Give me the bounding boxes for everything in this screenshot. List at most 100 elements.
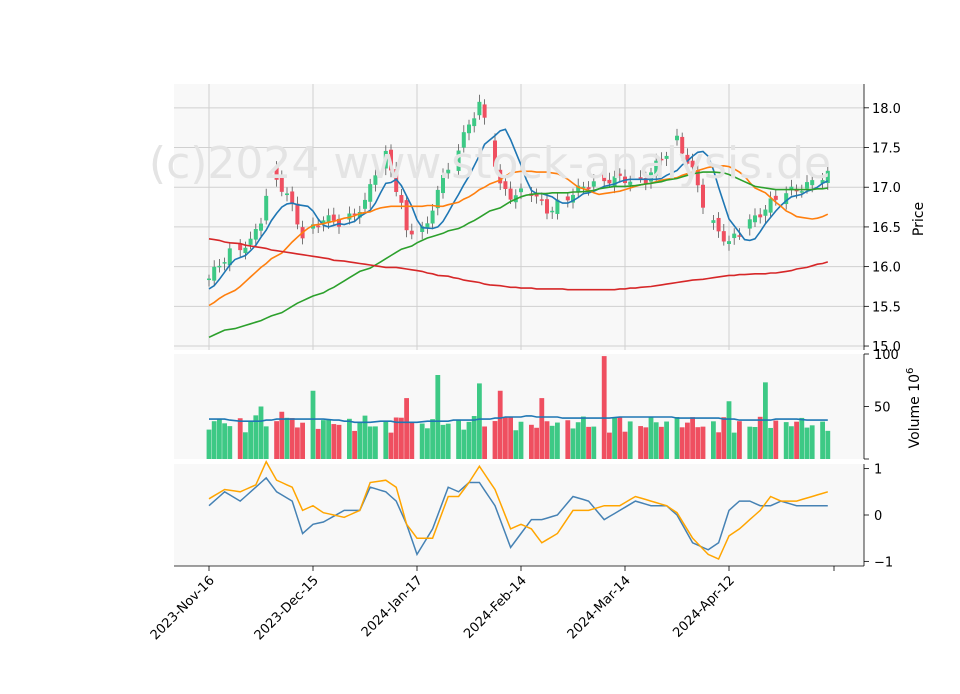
candle-body xyxy=(253,229,258,240)
candle-body xyxy=(498,169,503,184)
volume-bar xyxy=(279,411,285,459)
volume-bar xyxy=(601,356,607,459)
volume-bar xyxy=(607,432,612,459)
candle-body xyxy=(565,196,570,201)
candle-body xyxy=(519,188,523,193)
candle-body xyxy=(399,195,404,203)
volume-bar xyxy=(726,401,732,459)
x-tick-label: 2024-Mar-14 xyxy=(565,573,634,642)
moving-average-lines xyxy=(208,128,829,424)
volume-bar xyxy=(508,417,513,459)
candle-body xyxy=(326,215,331,224)
candle-body xyxy=(311,224,315,229)
volume-bar xyxy=(679,427,685,459)
candlesticks xyxy=(207,94,830,287)
volume-bar xyxy=(544,421,550,459)
x-tick-label: 2024-Apr-12 xyxy=(670,573,737,640)
candle-body xyxy=(435,189,440,209)
volume-bar xyxy=(217,418,222,459)
candle-body xyxy=(295,203,300,225)
oscillator-panel xyxy=(174,464,864,566)
price-tick-label: 18.0 xyxy=(872,102,901,117)
price-tick-label: 16.0 xyxy=(872,261,901,276)
volume-bar xyxy=(206,429,212,459)
candle-body xyxy=(820,180,825,184)
volume-bar xyxy=(617,417,623,459)
volume-bar xyxy=(373,426,378,459)
oscillator-tick-label: −1 xyxy=(874,555,893,570)
volume-bar xyxy=(321,420,326,459)
oscillator-tick-label: 0 xyxy=(874,509,882,524)
candle-body xyxy=(617,173,622,176)
candle-body xyxy=(737,235,742,237)
candle-body xyxy=(690,160,695,168)
volume-bar xyxy=(555,422,560,459)
candle-body xyxy=(550,210,555,213)
volume-bar xyxy=(737,421,742,459)
volume-bar xyxy=(794,421,799,459)
candle-body xyxy=(404,200,409,231)
price-tick-label: 16.5 xyxy=(872,221,901,236)
volume-bar xyxy=(211,421,217,459)
candle-body xyxy=(409,230,414,235)
volume-bar xyxy=(263,426,269,459)
volume-bar xyxy=(430,419,435,459)
volume-bar xyxy=(326,419,331,459)
oscillator-tick-label: 1 xyxy=(874,463,882,478)
price-tick-label: 17.0 xyxy=(872,181,901,196)
volume-bar xyxy=(347,418,352,459)
volume-bar xyxy=(612,417,617,459)
volume-bar xyxy=(440,424,446,459)
volume-bar xyxy=(789,426,794,459)
volume-bar xyxy=(809,425,815,459)
candle-body xyxy=(685,154,690,164)
candle-body xyxy=(259,223,263,231)
candle-body xyxy=(441,175,445,194)
volume-bar xyxy=(461,429,467,459)
price-panel xyxy=(174,84,864,350)
volume-bar xyxy=(575,422,581,459)
candle-body xyxy=(612,176,617,187)
volume-bar xyxy=(383,421,389,459)
volume-bar xyxy=(492,421,498,459)
volume-bar xyxy=(258,406,264,459)
candle-body xyxy=(383,150,388,169)
candle-body xyxy=(711,220,716,223)
candle-body xyxy=(363,199,367,209)
volume-axis-label-exponent: 6 xyxy=(905,368,916,374)
candle-body xyxy=(482,104,487,118)
volume-bar xyxy=(362,415,368,459)
candle-body xyxy=(654,160,659,176)
candle-body xyxy=(805,182,809,189)
volume-bar xyxy=(445,423,451,459)
candle-body xyxy=(243,247,248,254)
candle-body xyxy=(264,195,269,221)
volume-bar xyxy=(627,421,633,459)
candle-body xyxy=(664,155,669,159)
candle-body xyxy=(773,195,778,200)
candle-body xyxy=(763,209,768,216)
volume-bar xyxy=(315,428,321,459)
candle-body xyxy=(810,180,815,186)
price-tick-label: 15.5 xyxy=(872,300,901,315)
volume-bar xyxy=(482,426,487,459)
candle-body xyxy=(316,225,321,228)
volume-bar xyxy=(804,427,810,459)
candle-body xyxy=(638,177,643,179)
watermark: (c)2024 www.stock-analysis.de xyxy=(149,138,831,189)
candle-body xyxy=(716,217,721,232)
candle-body xyxy=(331,214,336,221)
candle-body xyxy=(753,215,757,223)
candle-body xyxy=(238,243,243,251)
volume-tick-label: 100 xyxy=(874,348,899,363)
volume-bar xyxy=(409,422,415,459)
volume-bar xyxy=(284,417,290,459)
volume-bar xyxy=(695,427,701,459)
volume-bar xyxy=(388,432,394,459)
volume-bar xyxy=(539,398,545,459)
volume-bar xyxy=(300,422,305,459)
ma-50-line xyxy=(208,171,828,339)
volume-bar xyxy=(310,390,316,459)
volume-bar xyxy=(711,421,716,459)
candle-body xyxy=(222,262,227,264)
